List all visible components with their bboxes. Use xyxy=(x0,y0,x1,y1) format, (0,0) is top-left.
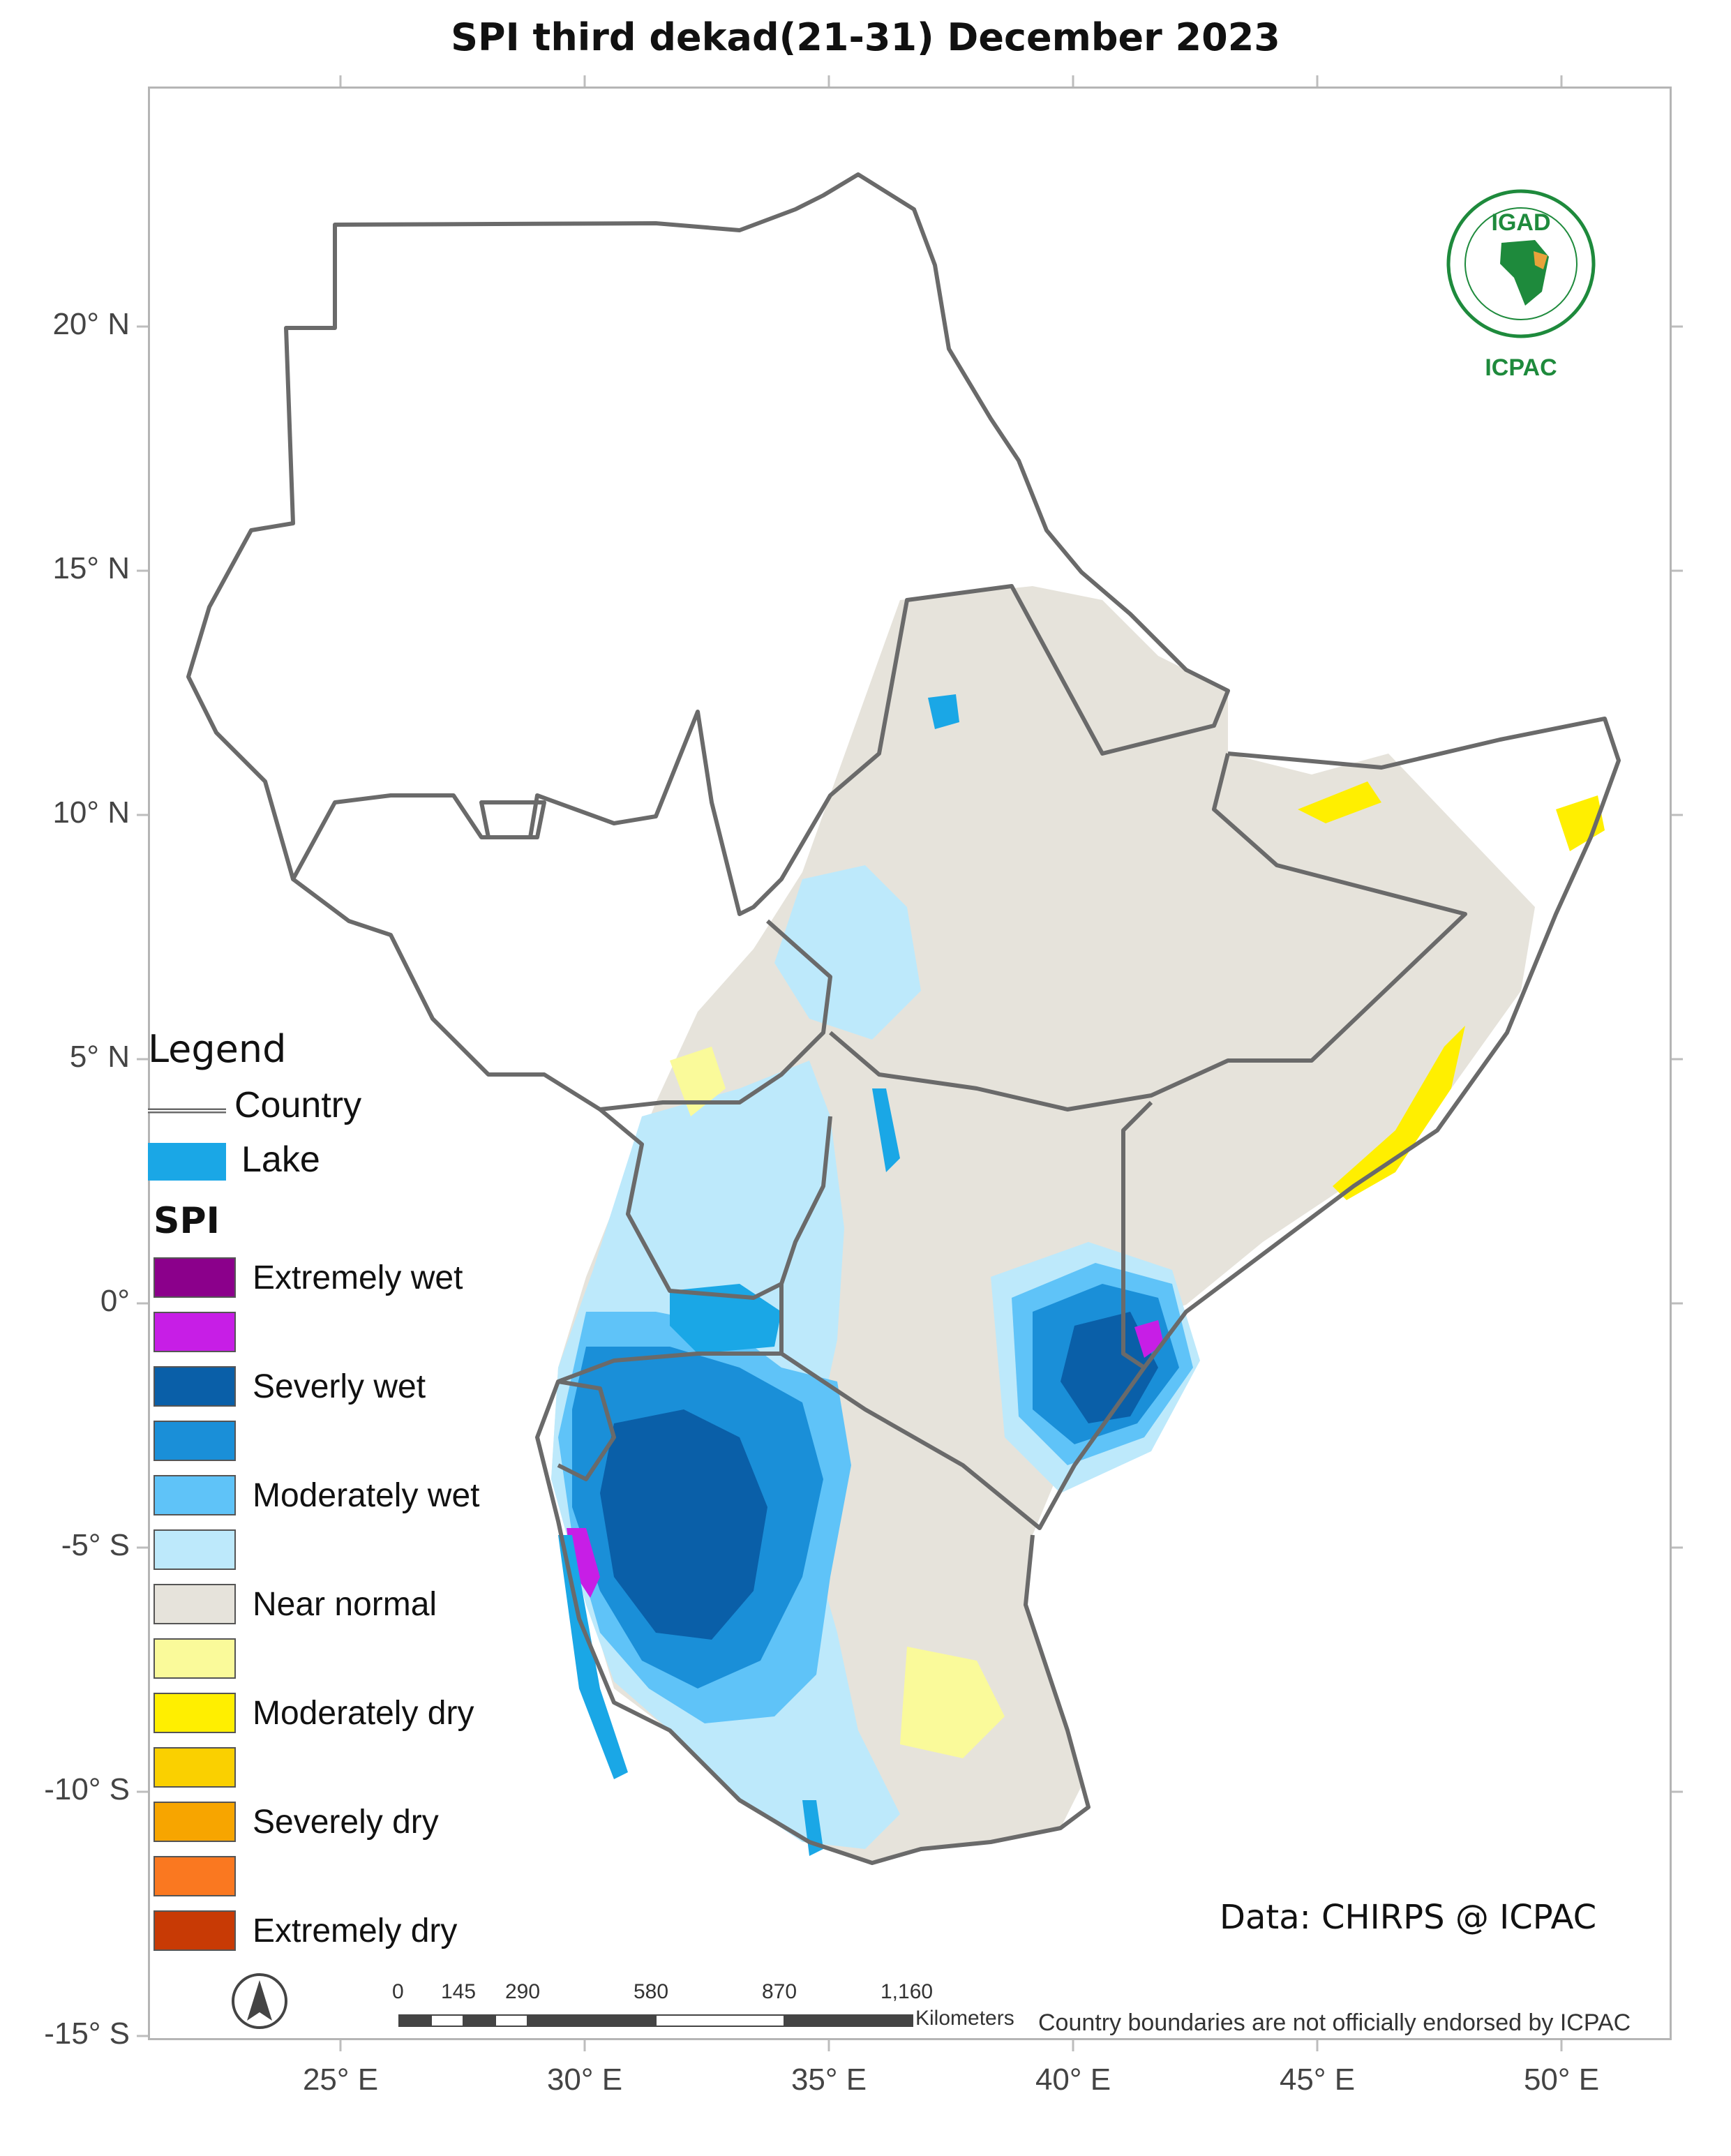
y-tick-label: 5° N xyxy=(69,1040,130,1074)
disclaimer: Country boundaries are not officially en… xyxy=(1038,2009,1631,2036)
scale-bar xyxy=(398,2014,913,2027)
x-tick-label: 30° E xyxy=(546,2063,623,2097)
y-tick-label: 15° N xyxy=(52,551,130,585)
region-dry-gulf xyxy=(1298,781,1381,823)
scale-tick: 1,160 xyxy=(881,1980,934,2003)
lake-swatch xyxy=(148,1143,226,1181)
legend-title: Legend xyxy=(148,1027,287,1071)
y-tick-label: -5° S xyxy=(61,1528,130,1562)
svg-text:IGAD: IGAD xyxy=(1492,209,1551,236)
region-light-dry-uganda xyxy=(670,1047,726,1116)
spi-class-swatch xyxy=(153,1475,236,1515)
spi-class-swatch xyxy=(153,1747,236,1788)
spi-class-swatch xyxy=(153,1693,236,1733)
region-severe-wet-kenya xyxy=(1061,1312,1158,1423)
border-uganda xyxy=(599,1107,783,1300)
x-tick-label: 40° E xyxy=(1035,2063,1111,2097)
spi-class-swatch xyxy=(153,1584,236,1624)
spi-class-swatch xyxy=(153,1312,236,1352)
border-darfur xyxy=(479,800,546,839)
scale-tick: 0 xyxy=(392,1980,404,2003)
region-dry-somalia xyxy=(1333,1026,1465,1200)
igad-seal-icon: IGAD ICPAC xyxy=(1446,189,1596,381)
spi-class-label: Severely dry xyxy=(253,1804,439,1841)
spi-title: SPI xyxy=(153,1200,220,1242)
country-line-icon xyxy=(148,1108,226,1114)
icpac-logo: IGAD ICPAC xyxy=(1437,187,1605,389)
spi-class-label: Moderately wet xyxy=(253,1477,480,1514)
scale-tick: 580 xyxy=(634,1980,669,2003)
spi-class-swatch xyxy=(153,1529,236,1570)
country-borders xyxy=(186,172,1621,1865)
spi-class-swatch xyxy=(153,1638,236,1679)
data-credit: Data: CHIRPS @ ICPAC xyxy=(1220,1898,1597,1937)
lake-victoria xyxy=(670,1284,781,1354)
y-tick-label: 10° N xyxy=(52,795,130,830)
scale-unit: Kilometers xyxy=(915,2007,1014,2030)
spi-class-swatch xyxy=(153,1257,236,1298)
scale-tick: 870 xyxy=(762,1980,797,2003)
spi-class-swatch xyxy=(153,1856,236,1896)
lake-tana xyxy=(928,694,959,729)
y-tick-label: -10° S xyxy=(44,1772,130,1806)
svg-text:ICPAC: ICPAC xyxy=(1485,354,1557,381)
y-tick-label: 20° N xyxy=(52,307,130,341)
border-somalia xyxy=(1142,717,1621,1369)
spi-class-swatch xyxy=(153,1910,236,1951)
scale-tick: 290 xyxy=(505,1980,541,2003)
spi-class-swatch xyxy=(153,1366,236,1407)
spi-class-label: Extremely wet xyxy=(253,1259,463,1296)
border-kenya xyxy=(779,1100,1153,1530)
region-light-dry xyxy=(900,1647,1005,1758)
y-tick-label: 0° xyxy=(100,1284,130,1318)
spi-class-label: Near normal xyxy=(253,1586,437,1623)
legend-lake-label: Lake xyxy=(241,1139,320,1180)
border-ethiopia xyxy=(829,753,1467,1111)
x-tick-label: 50° E xyxy=(1523,2063,1600,2097)
spi-class-swatch xyxy=(153,1421,236,1461)
map-title: SPI third dekad(21-31) December 2023 xyxy=(451,15,1280,59)
legend-country-label: Country xyxy=(234,1085,362,1125)
region-very-wet xyxy=(567,1528,600,1598)
axis-ticks xyxy=(137,75,1683,2051)
region-severe-wet xyxy=(600,1409,767,1640)
lake-turkana xyxy=(872,1088,900,1172)
border-rwanda-burundi xyxy=(557,1379,616,1481)
map-frame xyxy=(148,87,1672,2040)
spi-class-label: Moderately dry xyxy=(253,1695,474,1732)
spi-class-swatch xyxy=(153,1802,236,1842)
spi-class-label: Severly wet xyxy=(253,1368,426,1405)
spi-class-label: Extremely dry xyxy=(253,1912,458,1949)
north-arrow-icon xyxy=(232,1973,287,2029)
y-tick-label: -15° S xyxy=(44,2016,130,2051)
x-tick-label: 35° E xyxy=(790,2063,867,2097)
x-tick-label: 25° E xyxy=(302,2063,379,2097)
scale-tick: 145 xyxy=(441,1980,477,2003)
border-sudan-region xyxy=(186,172,1230,916)
x-tick-label: 45° E xyxy=(1279,2063,1356,2097)
region-light-wet-ethiopia xyxy=(774,865,921,1040)
